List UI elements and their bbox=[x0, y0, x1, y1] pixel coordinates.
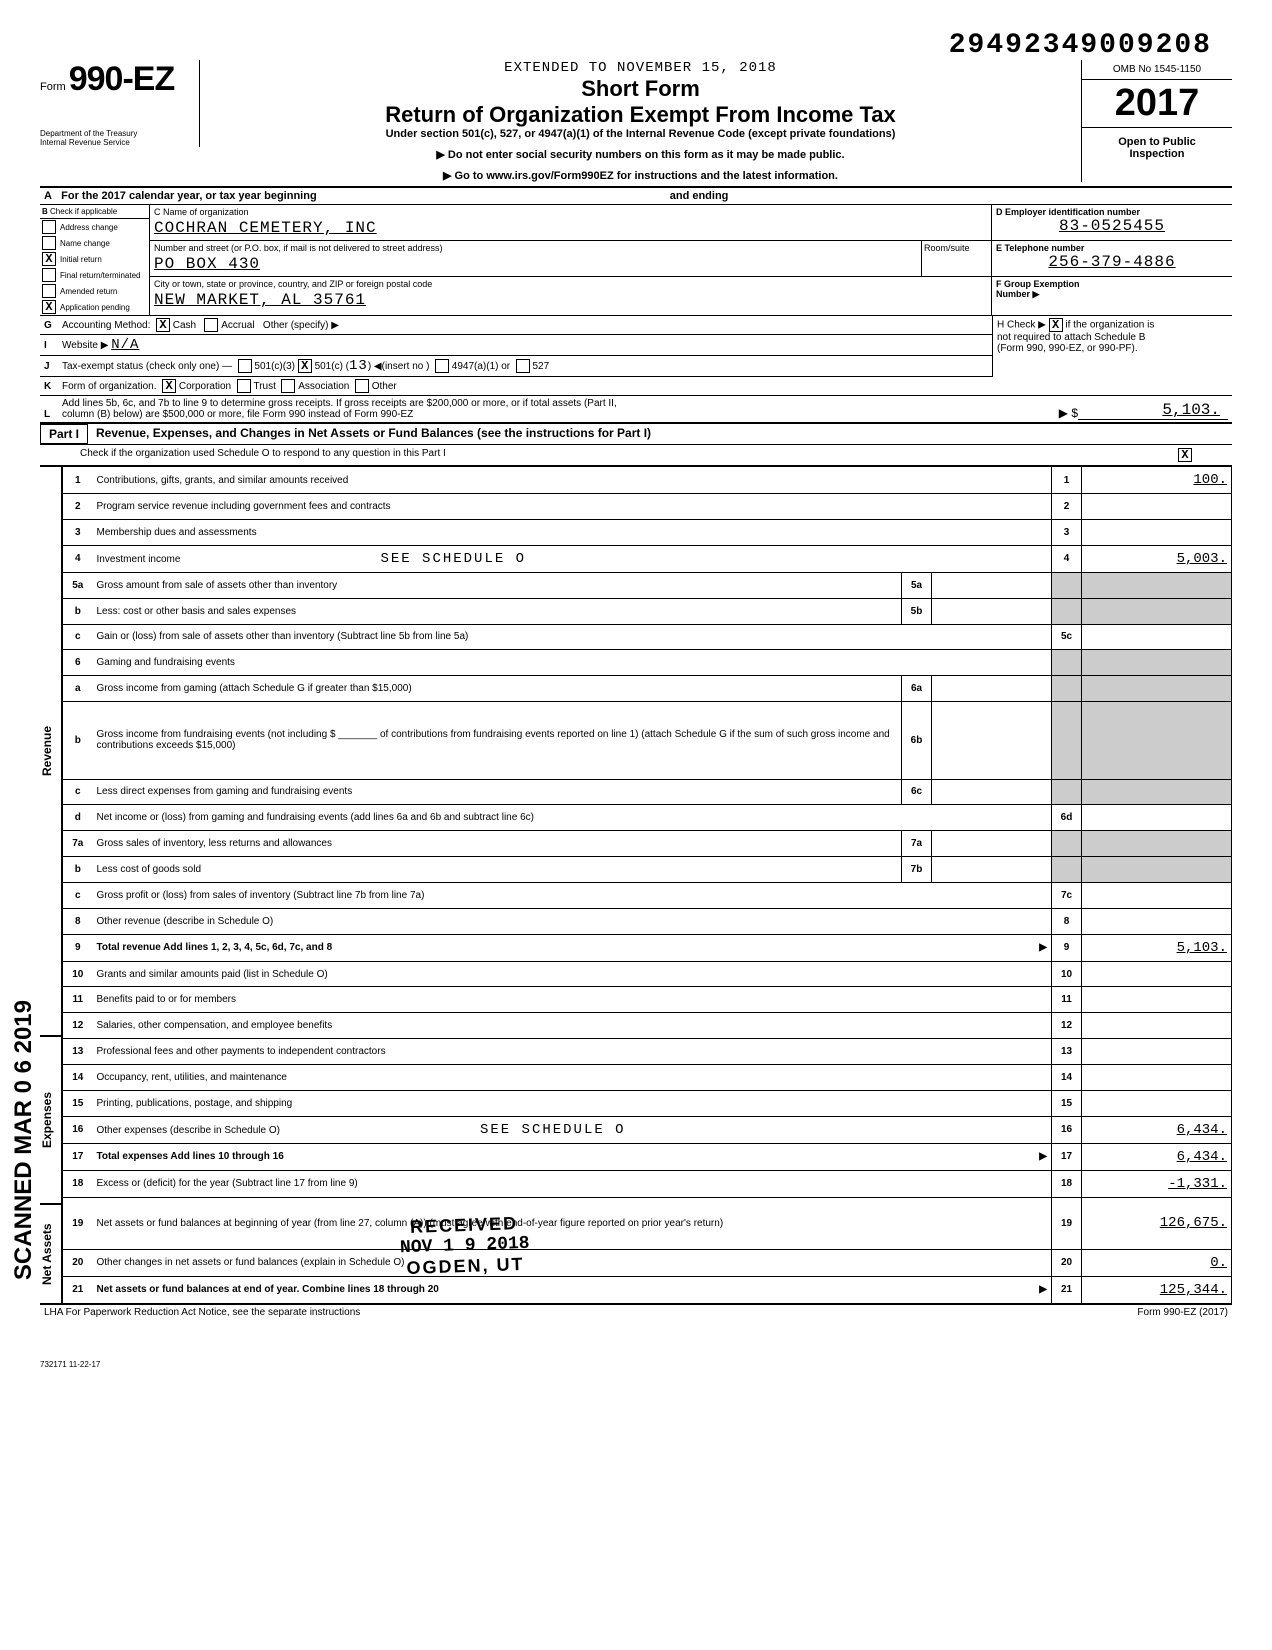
table-row: 17Total expenses Add lines 10 through 16… bbox=[63, 1143, 1232, 1170]
chk-initial[interactable]: X bbox=[42, 252, 56, 266]
instruction-1: ▶ Do not enter social security numbers o… bbox=[208, 148, 1073, 161]
phone-label: E Telephone number bbox=[996, 243, 1228, 253]
table-row: 7aGross sales of inventory, less returns… bbox=[63, 831, 1232, 857]
chk-name[interactable] bbox=[42, 236, 56, 250]
room-suite: Room/suite bbox=[921, 241, 991, 276]
gross-receipts: 5,103. bbox=[1078, 401, 1228, 420]
omb-number: OMB No 1545-1150 bbox=[1082, 60, 1232, 80]
table-row: 20Other changes in net assets or fund ba… bbox=[63, 1249, 1232, 1276]
table-row: 11Benefits paid to or for members11 bbox=[63, 987, 1232, 1013]
table-row: 12Salaries, other compensation, and empl… bbox=[63, 1013, 1232, 1039]
table-row: cLess direct expenses from gaming and fu… bbox=[63, 779, 1232, 805]
group-exempt-label: F Group Exemption bbox=[996, 279, 1228, 289]
subtitle: Under section 501(c), 527, or 4947(a)(1)… bbox=[208, 128, 1073, 140]
addr-label: Number and street (or P.O. box, if mail … bbox=[154, 243, 987, 253]
chk-accrual[interactable] bbox=[204, 318, 218, 332]
chk-assoc[interactable] bbox=[281, 379, 295, 393]
row-i: I Website ▶ N/A bbox=[40, 335, 992, 356]
scanned-stamp: SCANNED MAR 0 6 2019 bbox=[10, 1000, 38, 1280]
table-row: 1Contributions, gifts, grants, and simil… bbox=[63, 467, 1232, 494]
short-form-label: Short Form bbox=[208, 76, 1073, 102]
table-row: 21Net assets or fund balances at end of … bbox=[63, 1276, 1232, 1303]
city-value: NEW MARKET, AL 35761 bbox=[154, 291, 987, 309]
chk-527[interactable] bbox=[516, 359, 530, 373]
table-row: 15Printing, publications, postage, and s… bbox=[63, 1090, 1232, 1116]
org-name: COCHRAN CEMETERY, INC bbox=[154, 219, 987, 237]
col-d-e-f: D Employer identification number 83-0525… bbox=[992, 205, 1232, 315]
col-b-checkboxes: B Check if applicable Address change Nam… bbox=[40, 205, 150, 315]
table-row: 14Occupancy, rent, utilities, and mainte… bbox=[63, 1064, 1232, 1090]
extended-date: EXTENDED TO NOVEMBER 15, 2018 bbox=[208, 60, 1073, 76]
table-row: 4Investment incomeSEE SCHEDULE O45,003. bbox=[63, 545, 1232, 572]
table-row: 9Total revenue Add lines 1, 2, 3, 4, 5c,… bbox=[63, 934, 1232, 961]
chk-trust[interactable] bbox=[237, 379, 251, 393]
row-g: G Accounting Method: X Cash Accrual Othe… bbox=[40, 316, 992, 335]
table-row: bLess: cost or other basis and sales exp… bbox=[63, 598, 1232, 624]
chk-pending[interactable]: X bbox=[42, 300, 56, 314]
document-id: 29492349009208 bbox=[949, 30, 1212, 61]
netassets-label: Net Assets bbox=[40, 1204, 62, 1304]
website-value: N/A bbox=[111, 337, 139, 353]
row-h: H Check ▶ X if the organization is not r… bbox=[992, 316, 1232, 377]
table-row: 2Program service revenue including gover… bbox=[63, 494, 1232, 520]
footer: LHA For Paperwork Reduction Act Notice, … bbox=[40, 1304, 1232, 1320]
table-row: 3Membership dues and assessments3 bbox=[63, 519, 1232, 545]
chk-cash[interactable]: X bbox=[156, 318, 170, 332]
table-row: bGross income from fundraising events (n… bbox=[63, 702, 1232, 780]
table-row: 5aGross amount from sale of assets other… bbox=[63, 572, 1232, 598]
ein-value: 83-0525455 bbox=[996, 217, 1228, 235]
open-public: Open to Public Inspection bbox=[1082, 128, 1232, 168]
table-row: aGross income from gaming (attach Schedu… bbox=[63, 676, 1232, 702]
table-row: 16Other expenses (describe in Schedule O… bbox=[63, 1116, 1232, 1143]
schedule-o-check: Check if the organization used Schedule … bbox=[40, 445, 1232, 466]
table-row: 8Other revenue (describe in Schedule O)8 bbox=[63, 908, 1232, 934]
row-j: J Tax-exempt status (check only one) — 5… bbox=[40, 356, 992, 377]
chk-501c3[interactable] bbox=[238, 359, 252, 373]
chk-amended[interactable] bbox=[42, 284, 56, 298]
org-name-label: C Name of organization bbox=[154, 207, 987, 217]
dept-treasury: Department of the Treasury Internal Reve… bbox=[40, 129, 191, 147]
row-k: K Form of organization. X Corporation Tr… bbox=[40, 377, 1232, 396]
chk-501c[interactable]: X bbox=[298, 359, 312, 373]
form-header: Form 990-EZ Department of the Treasury I… bbox=[40, 60, 1232, 188]
main-title: Return of Organization Exempt From Incom… bbox=[208, 102, 1073, 128]
city-label: City or town, state or province, country… bbox=[154, 279, 987, 289]
tax-year: 2017 bbox=[1082, 80, 1232, 128]
lines-table: 1Contributions, gifts, grants, and simil… bbox=[62, 466, 1232, 1304]
chk-final[interactable] bbox=[42, 268, 56, 282]
chk-sched-o[interactable]: X bbox=[1178, 448, 1192, 462]
expenses-label: Expenses bbox=[40, 1036, 62, 1204]
table-row: 10Grants and similar amounts paid (list … bbox=[63, 961, 1232, 987]
chk-4947[interactable] bbox=[435, 359, 449, 373]
row-l: L Add lines 5b, 6c, and 7b to line 9 to … bbox=[40, 396, 1232, 422]
table-row: 19Net assets or fund balances at beginni… bbox=[63, 1197, 1232, 1249]
table-row: cGain or (loss) from sale of assets othe… bbox=[63, 624, 1232, 650]
chk-corp[interactable]: X bbox=[162, 379, 176, 393]
table-row: cGross profit or (loss) from sales of in… bbox=[63, 882, 1232, 908]
chk-address[interactable] bbox=[42, 220, 56, 234]
form-number: Form 990-EZ bbox=[40, 60, 191, 99]
chk-other-org[interactable] bbox=[355, 379, 369, 393]
chk-h[interactable]: X bbox=[1049, 318, 1063, 332]
phone-value: 256-379-4886 bbox=[996, 253, 1228, 271]
table-row: 18Excess or (deficit) for the year (Subt… bbox=[63, 1170, 1232, 1197]
revenue-label: Revenue bbox=[40, 466, 62, 1036]
table-row: dNet income or (loss) from gaming and fu… bbox=[63, 805, 1232, 831]
row-a: A For the 2017 calendar year, or tax yea… bbox=[40, 188, 1232, 205]
table-row: 6Gaming and fundraising events bbox=[63, 650, 1232, 676]
table-row: 13Professional fees and other payments t… bbox=[63, 1039, 1232, 1065]
footer-code: 732171 11-22-17 bbox=[40, 1360, 1232, 1369]
instruction-2: ▶ Go to www.irs.gov/Form990EZ for instru… bbox=[208, 169, 1073, 182]
section-b-to-f: B Check if applicable Address change Nam… bbox=[40, 205, 1232, 316]
table-row: bLess cost of goods sold7b bbox=[63, 857, 1232, 883]
group-exempt-number: Number ▶ bbox=[996, 289, 1228, 300]
col-c-org-info: C Name of organization COCHRAN CEMETERY,… bbox=[150, 205, 992, 315]
ein-label: D Employer identification number bbox=[996, 207, 1228, 217]
part-1-header: Part I Revenue, Expenses, and Changes in… bbox=[40, 422, 1232, 445]
addr-value: PO BOX 430 bbox=[154, 255, 987, 273]
